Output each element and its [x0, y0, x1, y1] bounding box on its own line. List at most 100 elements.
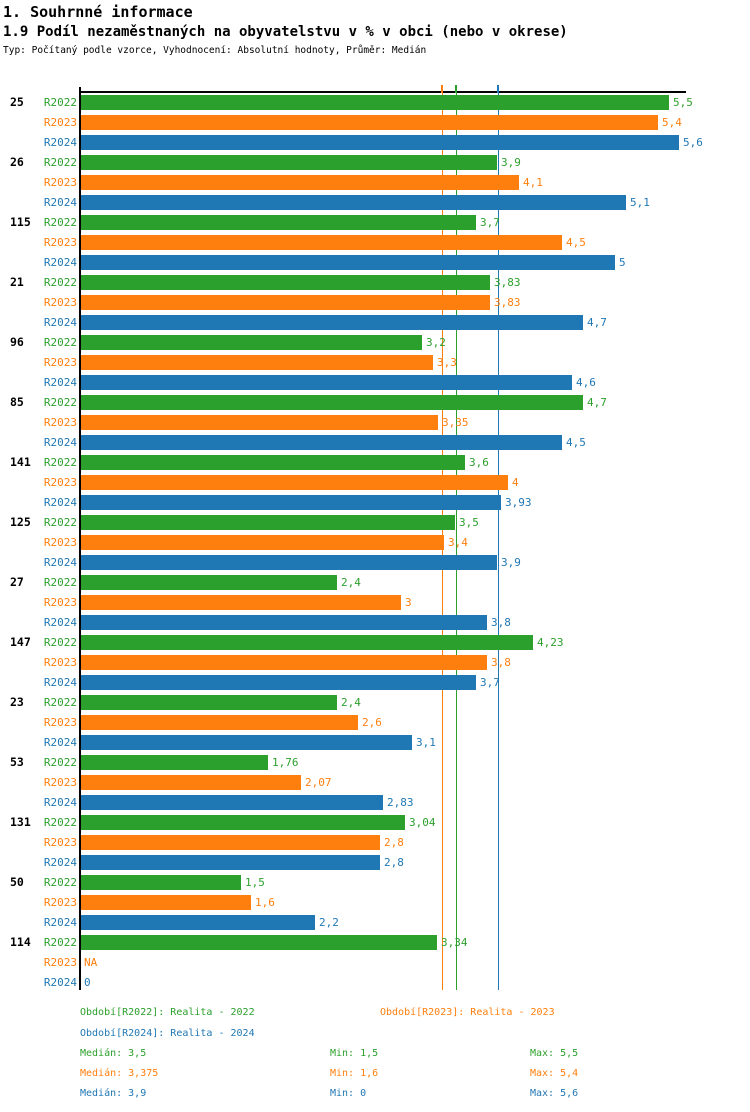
series-label-R2024: R2024: [43, 196, 77, 209]
bar-R2023: [81, 415, 438, 430]
series-label-R2023: R2023: [43, 296, 77, 309]
group-label: 131: [10, 815, 31, 829]
bar-R2022: [81, 95, 669, 110]
bar-R2023: [81, 115, 658, 130]
bar-value-label: 5,4: [662, 116, 682, 129]
bar-R2023: [81, 895, 251, 910]
bar-value-label: 4,1: [523, 176, 543, 189]
bar-R2023: [81, 175, 519, 190]
series-label-R2024: R2024: [43, 916, 77, 929]
bar-R2024: [81, 495, 501, 510]
median-line-R2024: [498, 93, 500, 990]
series-label-R2024: R2024: [43, 616, 77, 629]
legend-item: Období[R2024]: Realita - 2024: [80, 1028, 255, 1039]
bar-R2022: [81, 875, 241, 890]
median-line-R2022: [455, 93, 457, 990]
series-label-R2023: R2023: [43, 716, 77, 729]
bar-value-label: 3,35: [442, 416, 469, 429]
series-label-R2024: R2024: [43, 736, 77, 749]
bar-value-label: 4,5: [566, 236, 586, 249]
series-label-R2023: R2023: [43, 416, 77, 429]
bar-R2024: [81, 675, 476, 690]
bar-value-label: 4,23: [537, 636, 564, 649]
bar-value-label: 0: [84, 976, 91, 989]
series-label-R2022: R2022: [43, 96, 77, 109]
bar-R2022: [81, 455, 465, 470]
bar-R2022: [81, 695, 337, 710]
series-label-R2023: R2023: [43, 956, 77, 969]
series-label-R2024: R2024: [43, 316, 77, 329]
bar-R2022: [81, 935, 437, 950]
bar-value-label: 4,6: [576, 376, 596, 389]
bar-value-label: 2,07: [305, 776, 332, 789]
bar-R2023: [81, 775, 301, 790]
bar-value-label: 3,9: [501, 556, 521, 569]
stat-median: Medián: 3,9: [80, 1088, 147, 1099]
median-tick-R2024: [497, 85, 500, 93]
bar-R2023: [81, 475, 508, 490]
y-axis-line: [79, 87, 81, 990]
series-label-R2024: R2024: [43, 676, 77, 689]
bar-R2023: [81, 715, 358, 730]
bar-value-label: 3,7: [480, 216, 500, 229]
legend-item: Období[R2023]: Realita - 2023: [380, 1007, 555, 1018]
series-label-R2024: R2024: [43, 556, 77, 569]
bar-value-label: 5,6: [683, 136, 703, 149]
bar-value-label: 2,4: [341, 576, 361, 589]
series-label-R2024: R2024: [43, 976, 77, 989]
series-label-R2022: R2022: [43, 396, 77, 409]
series-label-R2023: R2023: [43, 896, 77, 909]
bar-value-label: 2,8: [384, 856, 404, 869]
bar-value-label: 1,76: [272, 756, 299, 769]
bar-R2023: [81, 655, 487, 670]
bar-R2022: [81, 635, 533, 650]
series-label-R2024: R2024: [43, 796, 77, 809]
series-label-R2022: R2022: [43, 216, 77, 229]
bar-R2022: [81, 395, 583, 410]
series-label-R2023: R2023: [43, 776, 77, 789]
bar-value-label: 4,7: [587, 316, 607, 329]
bar-value-label: 5,1: [630, 196, 650, 209]
stat-median: Medián: 3,5: [80, 1048, 147, 1059]
bar-value-label: 5: [619, 256, 626, 269]
series-label-R2022: R2022: [43, 456, 77, 469]
bar-R2024: [81, 795, 383, 810]
series-label-R2023: R2023: [43, 836, 77, 849]
group-label: 25: [10, 95, 24, 109]
bar-R2024: [81, 615, 487, 630]
bar-value-label: 4,7: [587, 396, 607, 409]
bar-R2022: [81, 155, 497, 170]
bar-value-label: 5,5: [673, 96, 693, 109]
bar-R2024: [81, 555, 497, 570]
stat-min: Min: 0: [330, 1088, 367, 1099]
group-label: 141: [10, 455, 31, 469]
bar-value-label: 3,6: [469, 456, 489, 469]
bar-value-label: 2,8: [384, 836, 404, 849]
page-title: 1. Souhrnné informace: [3, 3, 193, 21]
stat-median: Medián: 3,375: [80, 1068, 159, 1079]
x-axis-line: [79, 91, 686, 93]
bar-value-label: 2,6: [362, 716, 382, 729]
bar-value-label: 3,04: [409, 816, 436, 829]
stat-max: Max: 5,5: [530, 1048, 579, 1059]
series-label-R2024: R2024: [43, 856, 77, 869]
bar-value-label: 3,2: [426, 336, 446, 349]
bar-R2024: [81, 135, 679, 150]
bar-value-label: 2,83: [387, 796, 414, 809]
bar-value-label: 3,83: [494, 296, 521, 309]
bar-value-label: 3: [405, 596, 412, 609]
bar-R2022: [81, 215, 476, 230]
group-label: 85: [10, 395, 24, 409]
series-label-R2023: R2023: [43, 116, 77, 129]
bar-value-label: 3,7: [480, 676, 500, 689]
group-label: 53: [10, 755, 24, 769]
series-label-R2023: R2023: [43, 476, 77, 489]
chart-title: 1.9 Podíl nezaměstnaných na obyvatelstvu…: [3, 24, 568, 40]
series-label-R2023: R2023: [43, 356, 77, 369]
series-label-R2024: R2024: [43, 256, 77, 269]
stat-min: Min: 1,6: [330, 1068, 379, 1079]
group-label: 27: [10, 575, 24, 589]
group-label: 26: [10, 155, 24, 169]
bar-value-label: 3,93: [505, 496, 532, 509]
bar-R2023: [81, 835, 380, 850]
